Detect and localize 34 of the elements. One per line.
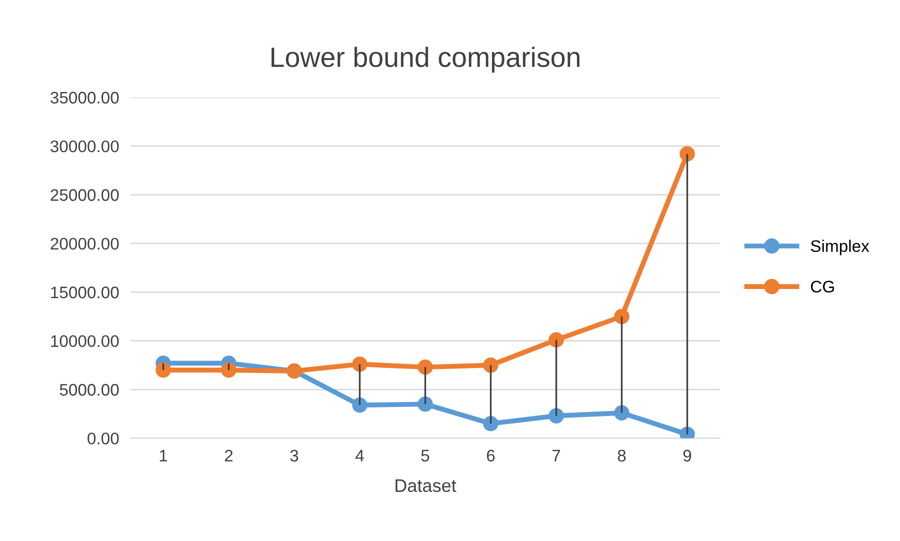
- x-tick-label: 7: [552, 450, 560, 462]
- x-tick-label: 1: [160, 450, 168, 462]
- point: [483, 416, 498, 432]
- x-tick-label: 3: [290, 450, 298, 462]
- point: [156, 362, 171, 378]
- point: [352, 397, 368, 413]
- y-tick-label: 5000.00: [60, 384, 119, 396]
- y-tick-label: 35000.00: [50, 92, 119, 104]
- point: [221, 362, 236, 378]
- point: [614, 405, 630, 421]
- x-tick-label: 2: [224, 450, 233, 462]
- x-tick-label: 4: [356, 450, 364, 462]
- point: [352, 356, 368, 372]
- point: [548, 408, 564, 424]
- x-tick-label: 6: [486, 450, 495, 462]
- y-tick-label: 25000.00: [50, 189, 119, 201]
- point: [418, 359, 433, 375]
- x-tick-label: 9: [683, 450, 692, 462]
- point: [548, 332, 564, 348]
- x-tick-label: 5: [421, 450, 430, 462]
- chart-title: Lower bound comparison: [272, 46, 580, 73]
- point: [680, 146, 695, 162]
- point: [483, 358, 498, 373]
- y-tick-label: 0.00: [88, 432, 119, 444]
- legend-label: Simplex: [810, 240, 870, 256]
- y-tick-label: 15000.00: [51, 286, 119, 298]
- x-tick-label: 8: [618, 450, 626, 462]
- y-tick-label: 10000.00: [51, 335, 119, 348]
- point: [614, 308, 630, 324]
- legend-label: CG: [810, 280, 834, 293]
- y-tick-label: 20000.00: [50, 238, 119, 250]
- y-tick-label: 30000.00: [50, 140, 119, 152]
- point: [418, 396, 433, 412]
- x-axis-title: Dataset: [396, 479, 456, 492]
